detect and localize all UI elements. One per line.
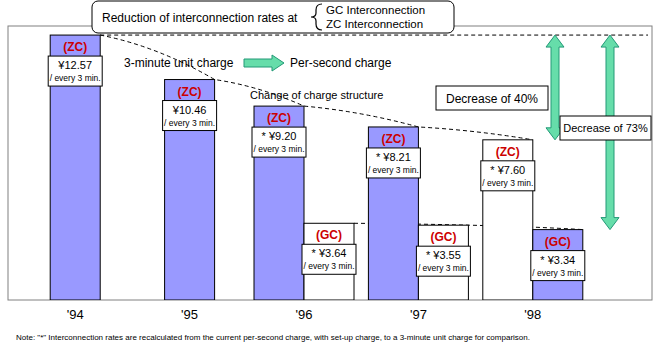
series-name-label: (GC): [545, 235, 571, 249]
x-tick-label: '95: [181, 307, 198, 322]
footnote: Note: "*" Interconnection rates are reca…: [16, 333, 530, 342]
reference-line: [100, 35, 648, 36]
annotation: Decrease of 73%: [563, 122, 648, 134]
data-label: * ¥7.60: [490, 164, 525, 176]
unit-note: / every 3 min.: [532, 268, 583, 278]
bar: [418, 225, 468, 300]
unit-note: / every 3 min.: [164, 118, 215, 128]
title: Reduction of interconnection rates at: [102, 11, 298, 25]
series-name-label: (GC): [316, 228, 342, 242]
unit-note: / every 3 min.: [368, 165, 419, 175]
series-name-label: (ZC): [267, 111, 291, 125]
data-label: * ¥3.64: [312, 247, 347, 259]
title-frame: [92, 1, 454, 33]
title-item: ZC Interconnection: [326, 18, 423, 30]
label-box: [416, 246, 470, 276]
series-name-label: (GC): [430, 230, 456, 244]
unit-note: / every 3 min.: [418, 263, 469, 273]
bar: [304, 223, 354, 300]
plot-frame: [8, 26, 652, 300]
label-box: [481, 161, 535, 191]
x-tick-label: '96: [296, 307, 313, 322]
annotation: Per-second charge: [290, 56, 392, 70]
unit-note: / every 3 min.: [253, 144, 304, 154]
annotation: Change of charge structure: [250, 89, 383, 101]
data-label: * ¥3.34: [540, 254, 575, 266]
title-box: Reduction of interconnection rates at GC …: [92, 1, 454, 33]
data-label: ¥10.46: [172, 104, 207, 116]
chart: (ZC) ¥12.57 / every 3 min. (ZC) ¥10.46 / ever…: [0, 0, 655, 350]
annotations: 3-minute unit charge Per-second charge Cha…: [124, 35, 651, 230]
annotation: 3-minute unit charge: [124, 56, 234, 70]
label-box: [366, 148, 420, 178]
data-label: * ¥8.21: [376, 151, 411, 163]
label-box: [302, 244, 356, 274]
x-tick-label: '98: [524, 307, 541, 322]
x-tick-label: '94: [67, 307, 84, 322]
arrow: [244, 55, 284, 71]
data-label: * ¥3.55: [426, 249, 461, 261]
series-name-label: (ZC): [178, 85, 202, 99]
bars: [50, 35, 583, 300]
annotation: Decrease of 40%: [446, 92, 538, 106]
data-label: ¥12.57: [57, 59, 92, 71]
brace: [311, 4, 322, 30]
series-name-label: (ZC): [496, 145, 520, 159]
unit-note: / every 3 min.: [303, 261, 354, 271]
label-box: [48, 56, 102, 86]
annotation-box: [560, 116, 651, 140]
label-box: [252, 127, 306, 157]
series-name-label: (ZC): [381, 132, 405, 146]
bar: [50, 35, 100, 300]
data-labels: (ZC) ¥12.57 / every 3 min. (ZC) ¥10.46 / ever…: [48, 40, 585, 281]
unit-note: / every 3 min.: [50, 73, 101, 83]
label-box: [531, 251, 585, 281]
unit-note: / every 3 min.: [482, 178, 533, 188]
series-name-label: (ZC): [63, 40, 87, 54]
annotation-box: [436, 86, 548, 110]
title-item: GC Interconnection: [326, 4, 425, 16]
data-label: * ¥9.20: [262, 130, 297, 142]
label-box: [163, 101, 217, 131]
x-tick-label: '97: [410, 307, 427, 322]
x-axis: '94 '95 '96 '97 '98: [67, 307, 542, 322]
